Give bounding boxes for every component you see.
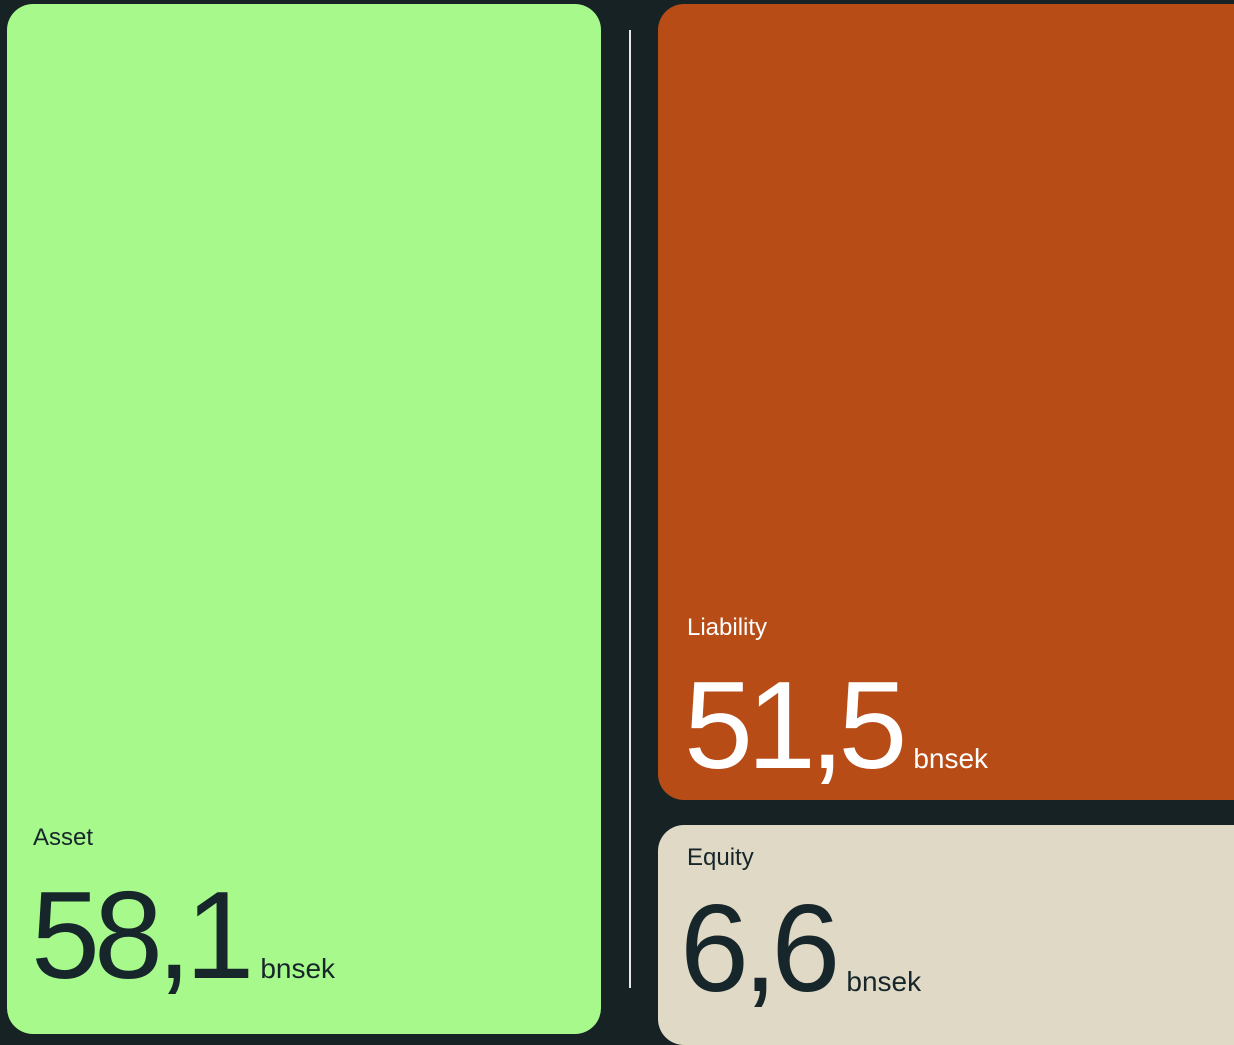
card-label: Asset [33, 824, 94, 851]
card-unit: bnsek [846, 966, 922, 997]
equity-card: Equity 6,6 bnsek [658, 825, 1234, 1045]
value-row: 6,6 bnsek [680, 887, 921, 1011]
card-value: 58,1 [31, 867, 254, 1005]
divider [629, 30, 631, 988]
asset-card: Asset 58,1 bnsek [7, 4, 601, 1034]
value-row: 51,5 bnsek [684, 664, 988, 788]
card-unit: bnsek [260, 953, 336, 984]
value-row: 58,1 bnsek [31, 874, 335, 998]
card-label: Liability [687, 614, 768, 641]
page: Asset 58,1 bnsek Liability 51,5 bnsek Eq… [7, 4, 1234, 1045]
card-value: 6,6 [680, 880, 840, 1018]
card-label: Equity [687, 844, 754, 871]
liability-card: Liability 51,5 bnsek [658, 4, 1234, 800]
card-unit: bnsek [913, 743, 989, 774]
card-value: 51,5 [684, 657, 907, 795]
